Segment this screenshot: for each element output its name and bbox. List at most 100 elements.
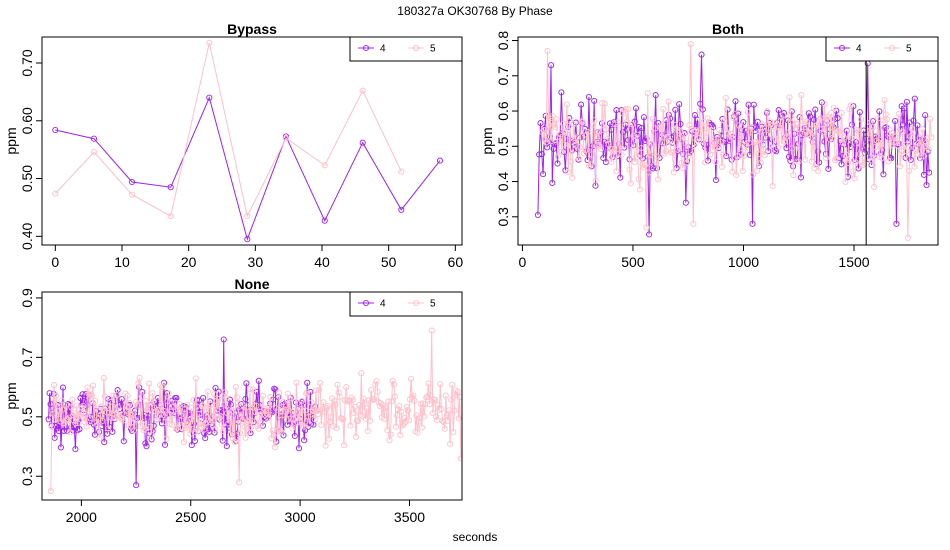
data-point (58, 397, 65, 404)
data-point (742, 148, 749, 155)
data-point (558, 148, 565, 155)
data-point (561, 141, 568, 148)
data-point (670, 169, 677, 176)
data-point (718, 163, 725, 170)
data-point (682, 139, 689, 146)
data-point (167, 184, 174, 191)
data-point (820, 129, 827, 136)
data-point (179, 424, 186, 431)
data-point (852, 159, 859, 166)
data-point (816, 159, 823, 166)
data-point (46, 390, 53, 397)
data-point (322, 442, 329, 449)
plot-frame (517, 36, 939, 246)
data-point (835, 128, 843, 136)
data-point (669, 149, 676, 156)
data-point (679, 164, 686, 171)
data-point (134, 414, 141, 422)
data-point (142, 398, 150, 405)
data-point (557, 131, 564, 138)
x-tick-label: 500 (621, 254, 645, 270)
data-point (764, 108, 771, 115)
x-tick-label: 2500 (175, 509, 206, 525)
data-point (894, 142, 901, 149)
data-point (425, 380, 432, 387)
data-point (219, 427, 226, 435)
data-point (225, 420, 232, 427)
data-point (415, 418, 422, 425)
data-point (243, 380, 250, 387)
data-point (766, 118, 774, 125)
data-point (652, 125, 659, 132)
data-point (414, 429, 421, 436)
data-point (854, 126, 861, 133)
data-point (579, 118, 586, 125)
data-point (749, 220, 756, 227)
data-point (140, 427, 147, 434)
data-point (760, 146, 767, 153)
data-point (712, 158, 719, 165)
data-point (315, 410, 322, 418)
series-line-5 (50, 330, 462, 492)
data-point (441, 425, 448, 432)
data-point (301, 437, 308, 444)
data-point (436, 157, 444, 164)
data-point (537, 120, 544, 127)
data-point (723, 153, 730, 160)
data-point (189, 421, 196, 428)
data-point (424, 393, 431, 400)
data-point (76, 413, 84, 420)
data-point (566, 118, 573, 125)
data-point (273, 438, 280, 445)
data-point (623, 118, 630, 125)
data-point (684, 153, 692, 160)
data-point (372, 381, 379, 388)
data-point (578, 101, 585, 108)
legend-swatch-point (838, 44, 846, 52)
data-point (119, 415, 126, 423)
data-point (591, 97, 598, 104)
data-point (360, 395, 367, 402)
data-point (774, 144, 781, 151)
data-point (815, 168, 822, 175)
data-point (236, 406, 243, 413)
data-point (147, 423, 154, 431)
data-point (914, 122, 921, 129)
data-point (317, 380, 324, 387)
data-point (247, 424, 255, 431)
data-point (558, 89, 565, 96)
data-point (110, 392, 117, 399)
data-point (647, 151, 654, 158)
data-point (66, 414, 73, 421)
data-point (352, 433, 359, 440)
data-point (246, 386, 253, 393)
data-point (311, 416, 318, 423)
data-point (829, 134, 836, 141)
data-point (242, 395, 249, 403)
data-point (585, 93, 592, 101)
data-point (881, 97, 888, 104)
data-point (737, 145, 744, 152)
data-point (340, 442, 348, 449)
data-point (634, 131, 641, 138)
data-point (244, 213, 251, 220)
data-point (191, 437, 198, 445)
data-point (563, 101, 571, 108)
x-tick-label: 60 (448, 254, 464, 270)
data-point (721, 117, 728, 124)
data-point (172, 399, 179, 406)
data-point (321, 162, 328, 169)
data-point (220, 336, 227, 343)
data-point (867, 119, 874, 126)
data-point (629, 121, 636, 128)
data-point (451, 407, 458, 414)
data-point (223, 443, 230, 450)
y-axis-label: ppm (3, 127, 19, 154)
data-point (830, 104, 837, 111)
data-point (251, 402, 258, 409)
data-point (658, 139, 666, 146)
legend-label: 5 (430, 299, 436, 310)
x-tick-label: 0 (519, 254, 527, 270)
data-point (253, 402, 260, 409)
